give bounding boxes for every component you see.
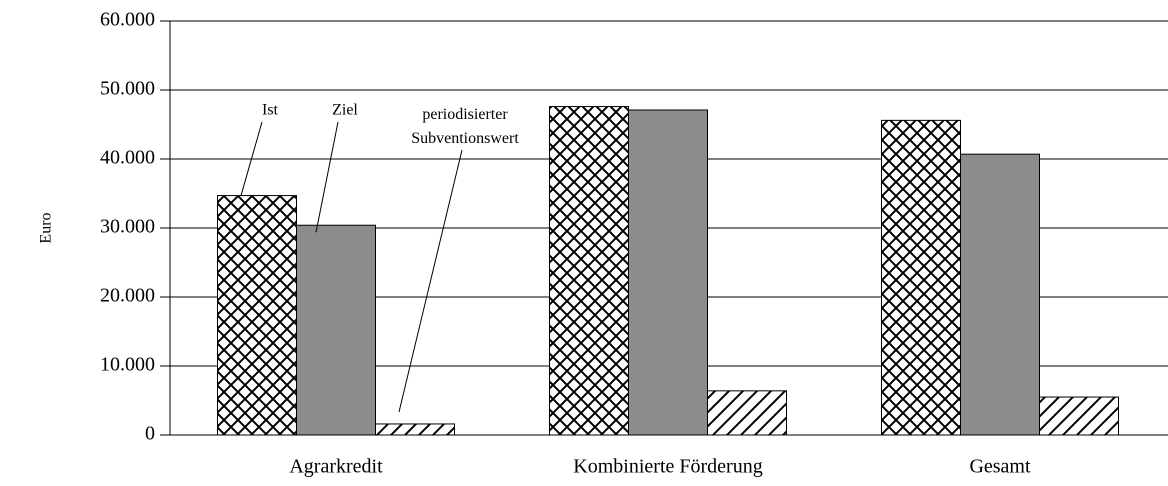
y-tick-label: 40.000 <box>100 147 155 169</box>
x-tick-label: Agrarkredit <box>289 456 383 478</box>
bar <box>707 390 787 436</box>
legend-leader <box>398 149 463 413</box>
legend-label: Ziel <box>332 102 358 119</box>
y-tick-label: 10.000 <box>100 354 155 376</box>
bar <box>960 153 1040 436</box>
bar <box>549 106 629 436</box>
bar <box>375 423 455 436</box>
bar <box>881 119 961 436</box>
y-tick-label: 0 <box>145 423 155 445</box>
bar <box>217 195 297 436</box>
bar <box>296 224 376 436</box>
legend-leader <box>315 121 339 233</box>
legend-label: Ist <box>262 102 279 119</box>
bar <box>628 109 708 436</box>
x-tick-label: Gesamt <box>969 456 1031 478</box>
legend-label: periodisierter Subventionswert <box>411 106 519 147</box>
bar <box>1039 396 1119 436</box>
y-tick-label: 60.000 <box>100 9 155 31</box>
x-tick-label: Kombinierte Förderung <box>573 456 762 478</box>
legend-leader <box>240 121 263 196</box>
y-tick-label: 50.000 <box>100 78 155 100</box>
y-tick-label: 20.000 <box>100 285 155 307</box>
y-axis-label: Euro <box>38 212 55 243</box>
y-tick-label: 30.000 <box>100 216 155 238</box>
